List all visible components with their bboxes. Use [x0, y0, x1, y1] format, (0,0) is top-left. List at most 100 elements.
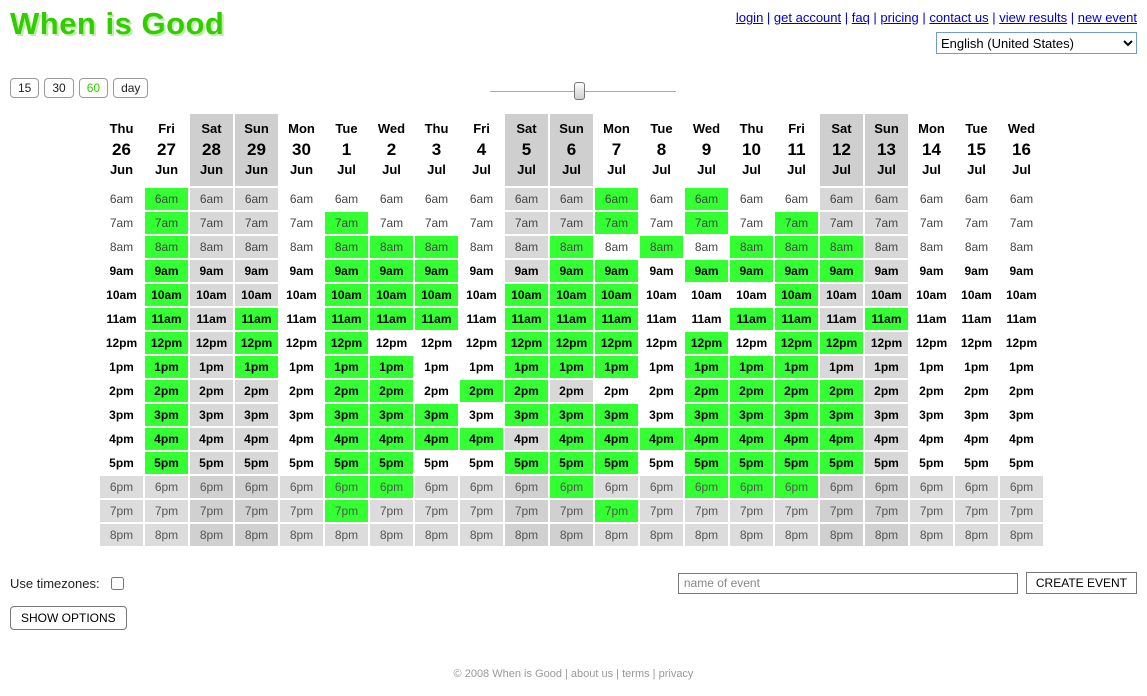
slot-wed-jul-9-8pm[interactable]: 8pm	[685, 524, 728, 546]
slot-fri-jul-4-3pm[interactable]: 3pm	[460, 404, 503, 426]
slot-tue-jul-8-1pm[interactable]: 1pm	[640, 356, 683, 378]
slot-tue-jul-15-9am[interactable]: 9am	[955, 260, 998, 282]
slot-thu-jul-3-8am[interactable]: 8am	[415, 236, 458, 258]
slot-sat-jul-12-8am[interactable]: 8am	[820, 236, 863, 258]
slot-wed-jul-2-7am[interactable]: 7am	[370, 212, 413, 234]
slot-wed-jul-16-10am[interactable]: 10am	[1000, 284, 1043, 306]
slot-sat-jun-28-10am[interactable]: 10am	[190, 284, 233, 306]
nav-link-faq[interactable]: faq	[851, 10, 870, 25]
slot-fri-jul-4-6pm[interactable]: 6pm	[460, 476, 503, 498]
slot-mon-jun-30-8am[interactable]: 8am	[280, 236, 323, 258]
slot-wed-jul-9-2pm[interactable]: 2pm	[685, 380, 728, 402]
slot-wed-jul-9-3pm[interactable]: 3pm	[685, 404, 728, 426]
slot-wed-jul-2-12pm[interactable]: 12pm	[370, 332, 413, 354]
slot-tue-jul-8-8pm[interactable]: 8pm	[640, 524, 683, 546]
slot-mon-jun-30-1pm[interactable]: 1pm	[280, 356, 323, 378]
slot-sun-jul-13-6pm[interactable]: 6pm	[865, 476, 908, 498]
day-header-tue-jul-15[interactable]: Tue 15 Jul	[955, 114, 998, 186]
day-header-sat-jul-5[interactable]: Sat 5 Jul	[505, 114, 548, 186]
interval-day-button[interactable]: day	[113, 78, 149, 98]
slot-sun-jul-6-7pm[interactable]: 7pm	[550, 500, 593, 522]
slot-mon-jun-30-7am[interactable]: 7am	[280, 212, 323, 234]
slot-wed-jul-16-4pm[interactable]: 4pm	[1000, 428, 1043, 450]
slot-fri-jul-4-6am[interactable]: 6am	[460, 188, 503, 210]
slot-tue-jul-1-3pm[interactable]: 3pm	[325, 404, 368, 426]
slot-fri-jul-11-4pm[interactable]: 4pm	[775, 428, 818, 450]
slot-thu-jun-26-4pm[interactable]: 4pm	[100, 428, 143, 450]
slot-thu-jul-10-1pm[interactable]: 1pm	[730, 356, 773, 378]
slot-sat-jun-28-7pm[interactable]: 7pm	[190, 500, 233, 522]
slot-fri-jun-27-9am[interactable]: 9am	[145, 260, 188, 282]
slot-wed-jul-9-6pm[interactable]: 6pm	[685, 476, 728, 498]
interval-60-button[interactable]: 60	[78, 78, 109, 98]
slot-fri-jun-27-7am[interactable]: 7am	[145, 212, 188, 234]
slot-mon-jul-7-7am[interactable]: 7am	[595, 212, 638, 234]
slot-wed-jul-9-7pm[interactable]: 7pm	[685, 500, 728, 522]
slot-wed-jul-9-1pm[interactable]: 1pm	[685, 356, 728, 378]
slot-wed-jul-2-9am[interactable]: 9am	[370, 260, 413, 282]
slot-thu-jun-26-8am[interactable]: 8am	[100, 236, 143, 258]
slot-tue-jul-1-8pm[interactable]: 8pm	[325, 524, 368, 546]
slot-wed-jul-9-11am[interactable]: 11am	[685, 308, 728, 330]
slot-wed-jul-9-9am[interactable]: 9am	[685, 260, 728, 282]
slot-fri-jul-11-1pm[interactable]: 1pm	[775, 356, 818, 378]
slot-fri-jul-4-12pm[interactable]: 12pm	[460, 332, 503, 354]
slot-tue-jul-1-7am[interactable]: 7am	[325, 212, 368, 234]
slot-thu-jul-3-1pm[interactable]: 1pm	[415, 356, 458, 378]
slot-sat-jul-5-3pm[interactable]: 3pm	[505, 404, 548, 426]
slot-sat-jun-28-11am[interactable]: 11am	[190, 308, 233, 330]
slot-thu-jul-3-11am[interactable]: 11am	[415, 308, 458, 330]
slot-sun-jul-6-8pm[interactable]: 8pm	[550, 524, 593, 546]
slot-sat-jul-5-5pm[interactable]: 5pm	[505, 452, 548, 474]
slot-fri-jun-27-10am[interactable]: 10am	[145, 284, 188, 306]
slot-fri-jul-11-9am[interactable]: 9am	[775, 260, 818, 282]
slot-mon-jun-30-2pm[interactable]: 2pm	[280, 380, 323, 402]
day-header-fri-jun-27[interactable]: Fri 27 Jun	[145, 114, 188, 186]
slot-tue-jul-15-8am[interactable]: 8am	[955, 236, 998, 258]
slot-thu-jul-3-9am[interactable]: 9am	[415, 260, 458, 282]
slot-thu-jun-26-5pm[interactable]: 5pm	[100, 452, 143, 474]
slot-wed-jul-2-1pm[interactable]: 1pm	[370, 356, 413, 378]
slot-mon-jul-14-9am[interactable]: 9am	[910, 260, 953, 282]
slot-sat-jul-5-7pm[interactable]: 7pm	[505, 500, 548, 522]
slot-wed-jul-9-12pm[interactable]: 12pm	[685, 332, 728, 354]
slot-thu-jun-26-11am[interactable]: 11am	[100, 308, 143, 330]
slot-tue-jul-1-5pm[interactable]: 5pm	[325, 452, 368, 474]
slot-thu-jul-10-6am[interactable]: 6am	[730, 188, 773, 210]
slot-thu-jul-3-3pm[interactable]: 3pm	[415, 404, 458, 426]
slot-mon-jul-7-4pm[interactable]: 4pm	[595, 428, 638, 450]
slot-thu-jul-3-4pm[interactable]: 4pm	[415, 428, 458, 450]
slot-sun-jun-29-5pm[interactable]: 5pm	[235, 452, 278, 474]
slot-fri-jul-11-7am[interactable]: 7am	[775, 212, 818, 234]
slot-tue-jul-15-11am[interactable]: 11am	[955, 308, 998, 330]
slot-wed-jul-2-8pm[interactable]: 8pm	[370, 524, 413, 546]
slot-mon-jul-7-11am[interactable]: 11am	[595, 308, 638, 330]
slot-fri-jul-11-12pm[interactable]: 12pm	[775, 332, 818, 354]
slot-sat-jul-5-1pm[interactable]: 1pm	[505, 356, 548, 378]
slot-sun-jun-29-10am[interactable]: 10am	[235, 284, 278, 306]
slot-sat-jun-28-2pm[interactable]: 2pm	[190, 380, 233, 402]
slot-fri-jun-27-12pm[interactable]: 12pm	[145, 332, 188, 354]
slot-sun-jul-13-12pm[interactable]: 12pm	[865, 332, 908, 354]
footer-link-about-us[interactable]: about us	[570, 668, 614, 680]
slot-thu-jul-3-7am[interactable]: 7am	[415, 212, 458, 234]
slot-mon-jul-7-5pm[interactable]: 5pm	[595, 452, 638, 474]
slot-tue-jul-15-10am[interactable]: 10am	[955, 284, 998, 306]
slot-wed-jul-16-6am[interactable]: 6am	[1000, 188, 1043, 210]
slot-mon-jul-7-6am[interactable]: 6am	[595, 188, 638, 210]
slot-tue-jul-15-7am[interactable]: 7am	[955, 212, 998, 234]
slot-sat-jul-5-6am[interactable]: 6am	[505, 188, 548, 210]
slot-thu-jun-26-8pm[interactable]: 8pm	[100, 524, 143, 546]
slot-fri-jun-27-2pm[interactable]: 2pm	[145, 380, 188, 402]
day-header-mon-jul-14[interactable]: Mon 14 Jul	[910, 114, 953, 186]
nav-link-contact-us[interactable]: contact us	[929, 10, 989, 25]
slot-sat-jun-28-6pm[interactable]: 6pm	[190, 476, 233, 498]
slot-thu-jul-3-5pm[interactable]: 5pm	[415, 452, 458, 474]
slot-sun-jul-13-3pm[interactable]: 3pm	[865, 404, 908, 426]
slot-tue-jul-15-2pm[interactable]: 2pm	[955, 380, 998, 402]
slot-fri-jun-27-4pm[interactable]: 4pm	[145, 428, 188, 450]
slot-fri-jul-11-3pm[interactable]: 3pm	[775, 404, 818, 426]
slot-fri-jun-27-3pm[interactable]: 3pm	[145, 404, 188, 426]
slot-fri-jul-4-10am[interactable]: 10am	[460, 284, 503, 306]
slot-mon-jun-30-12pm[interactable]: 12pm	[280, 332, 323, 354]
